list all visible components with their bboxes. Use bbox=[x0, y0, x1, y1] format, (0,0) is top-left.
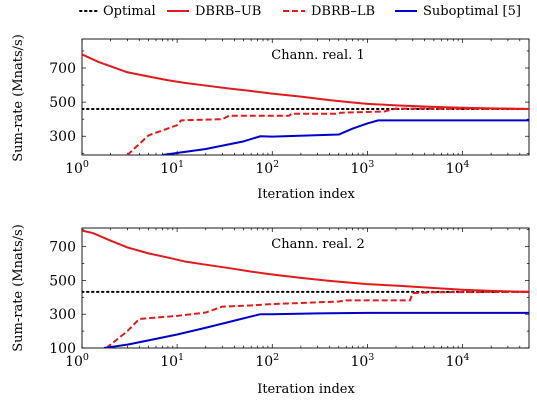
legend-item-dbrb-lb: DBRB–LB bbox=[283, 4, 375, 19]
series-lines-2 bbox=[82, 229, 529, 348]
y-tick-label: 300 bbox=[49, 129, 76, 145]
y-tick-label: 500 bbox=[49, 95, 76, 111]
legend-item-suboptimal: Suboptimal [5] bbox=[395, 4, 521, 19]
plot-area-2 bbox=[81, 227, 530, 349]
y-axis-label-1: Sum-rate (Mnats/s) bbox=[11, 34, 26, 162]
x-tick-label: 101 bbox=[160, 352, 184, 370]
x-tick-labels-1: 100 101 102 103 104 bbox=[65, 159, 469, 177]
x-axis-label-2: Iteration index bbox=[257, 382, 355, 397]
x-tick-label: 104 bbox=[446, 159, 470, 177]
legend-label-dbrb-lb: DBRB–LB bbox=[311, 4, 375, 19]
legend-label-dbrb-ub: DBRB–UB bbox=[195, 4, 261, 19]
x-tick-label: 103 bbox=[350, 159, 374, 177]
x-tick-label: 102 bbox=[255, 352, 279, 370]
y-tick-label: 300 bbox=[49, 307, 76, 323]
series-group-2 bbox=[82, 229, 529, 348]
y-tick-label: 500 bbox=[49, 273, 76, 289]
series-line-subopt bbox=[162, 119, 529, 155]
y-tick-label: 100 bbox=[49, 341, 76, 357]
x-tick-label: 100 bbox=[65, 352, 89, 370]
x-tick-labels-2: 100 101 102 103 104 bbox=[65, 352, 469, 370]
y-tick-labels-1: 300 500 700 bbox=[49, 61, 76, 145]
x-tick-label: 100 bbox=[65, 159, 89, 177]
y-axis-label-2: Sum-rate (Mnats/s) bbox=[11, 224, 26, 352]
series-line-subopt bbox=[103, 311, 529, 348]
series-lines-1 bbox=[82, 53, 529, 155]
series-group-1 bbox=[82, 53, 529, 155]
legend-label-optimal: Optimal bbox=[103, 4, 156, 19]
series-line-dbrb_ub bbox=[82, 229, 529, 293]
legend-item-dbrb-ub: DBRB–UB bbox=[167, 4, 261, 19]
chart-panel-2: 100 300 500 700 100 101 102 103 104 Chann. real… bbox=[11, 224, 530, 397]
series-line-dbrb_lb bbox=[126, 107, 529, 155]
x-tick-label: 103 bbox=[350, 352, 374, 370]
y-tick-label: 700 bbox=[49, 61, 76, 77]
series-line-dbrb_ub bbox=[82, 53, 529, 110]
y-tick-label: 700 bbox=[49, 240, 76, 256]
axis-ticks-2 bbox=[81, 228, 530, 349]
y-tick-labels-2: 100 300 500 700 bbox=[49, 240, 76, 357]
annotation-1: Chann. real. 1 bbox=[271, 48, 364, 63]
legend-item-optimal: Optimal bbox=[79, 4, 156, 19]
legend-label-suboptimal: Suboptimal [5] bbox=[423, 4, 521, 19]
legend: Optimal DBRB–UB DBRB–LB Suboptimal [5] bbox=[79, 4, 521, 19]
annotation-2: Chann. real. 2 bbox=[271, 237, 364, 252]
x-tick-label: 104 bbox=[446, 352, 470, 370]
x-tick-label: 102 bbox=[255, 159, 279, 177]
series-line-dbrb_lb bbox=[105, 290, 529, 348]
x-axis-label-1: Iteration index bbox=[257, 187, 355, 202]
x-tick-label: 101 bbox=[160, 159, 184, 177]
chart-panel-1: 300 500 700 100 101 102 103 104 Chann. real. 1… bbox=[11, 34, 530, 202]
